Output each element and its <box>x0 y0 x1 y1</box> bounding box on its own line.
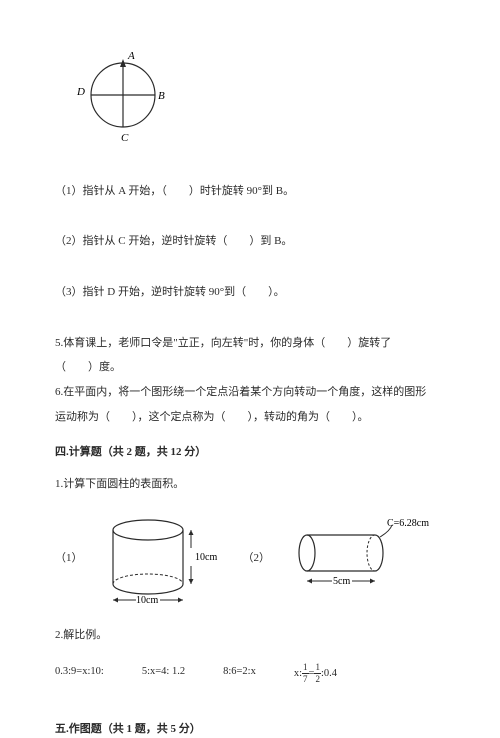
question-5b: （ ）度。 <box>55 358 445 377</box>
circle-diagram: A B C D <box>73 45 445 152</box>
cyl1-width: 10cm <box>136 595 158 606</box>
calc-problem-1: 1.计算下面圆柱的表面积。 <box>55 475 445 494</box>
label-a: A <box>127 50 135 62</box>
question-3: （3）指针 D 开始，逆时针旋转 90°到（ ）。 <box>55 283 445 302</box>
cyl1-height: 10cm <box>195 552 217 563</box>
prop-d: x:17=12:0.4 <box>294 663 337 684</box>
question-6a: 6.在平面内，将一个图形绕一个定点沿着某个方向转动一个角度，这样的图形 <box>55 383 445 402</box>
question-6b: 运动称为（ ），这个定点称为（ ），转动的角为（ ）。 <box>55 408 445 427</box>
cyl2-circ: C=6.28cm <box>387 518 429 529</box>
circle-svg: A B C D <box>73 45 173 145</box>
cyl2-prefix: （2） <box>243 549 271 568</box>
prop-d-post: :0.4 <box>321 667 337 678</box>
section-5-title: 五.作图题（共 1 题，共 5 分） <box>55 720 445 738</box>
label-c: C <box>121 132 129 144</box>
section-4-title: 四.计算题（共 2 题，共 12 分） <box>55 443 445 462</box>
prop-b: 5:x=4: 1.2 <box>142 663 185 684</box>
question-2: （2）指针从 C 开始，逆时针旋转（ ）到 B。 <box>55 232 445 251</box>
calc-problem-2: 2.解比例。 <box>55 626 445 645</box>
cylinder-2: C=6.28cm 5cm <box>290 515 435 600</box>
prop-c: 8:6=2:x <box>223 663 256 684</box>
cylinder-row: （1） 10cm 10cm （2） C=6.28cm 5cm <box>55 508 445 608</box>
prop-a: 0.3:9=x:10: <box>55 663 104 684</box>
cylinder-1: 10cm 10cm <box>103 508 223 608</box>
label-d: D <box>76 86 85 98</box>
cyl2-length: 5cm <box>333 576 350 587</box>
proportion-row: 0.3:9=x:10: 5:x=4: 1.2 8:6=2:x x:17=12:0… <box>55 663 445 684</box>
question-1: （1）指针从 A 开始，（ ）时针旋转 90°到 B。 <box>55 182 445 201</box>
label-b: B <box>158 90 165 102</box>
cyl1-prefix: （1） <box>55 549 83 568</box>
prop-d-pre: x: <box>294 667 302 678</box>
question-5a: 5.体育课上，老师口令是"立正，向左转"时，你的身体（ ）旋转了 <box>55 334 445 353</box>
